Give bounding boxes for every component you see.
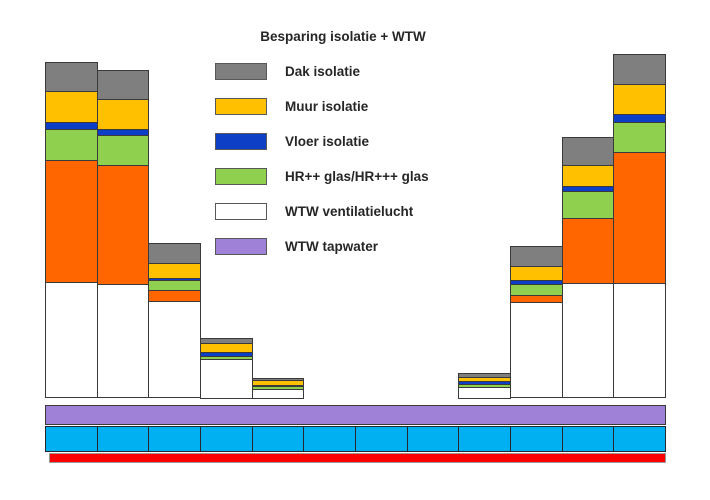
bar-column-2 [97, 70, 149, 404]
bar-segment-hr-glas [45, 129, 98, 162]
bar-column-9 [458, 373, 511, 404]
bar-segment-dak-isolatie [562, 137, 614, 166]
bar-segment-hr-glas [562, 191, 614, 220]
legend-item-wtw-tapwater: WTW tapwater [215, 237, 429, 255]
legend-swatch-hr-glas [215, 167, 267, 185]
band-red [49, 453, 666, 463]
band-cyan-segment [407, 426, 459, 452]
bar-segment-muur-isolatie [613, 83, 666, 115]
band-cyan-segment [252, 426, 304, 452]
band-cyan-segment [355, 426, 408, 452]
bar-segment-wtw-ventilatielucht [613, 283, 666, 399]
band-cyan-segment [45, 426, 98, 452]
bar-segment-muur-isolatie [45, 90, 98, 123]
bar-column-5 [252, 378, 304, 404]
legend-item-dak-isolatie: Dak isolatie [215, 62, 429, 80]
band-cyan-segment [97, 426, 149, 452]
legend-label: WTW tapwater [285, 238, 378, 254]
bar-segment-muur-isolatie [97, 98, 149, 130]
bar-column-4 [200, 338, 253, 404]
band-cyan-segment [562, 426, 614, 452]
bar-segment-muur-isolatie [562, 164, 614, 187]
bar-segment-muur-isolatie [148, 262, 201, 279]
bar-segment-dak-isolatie [45, 62, 98, 92]
bar-segment-orange-segment [45, 160, 98, 284]
band-wtw-tapwater [45, 405, 666, 425]
bar-segment-dak-isolatie [148, 243, 201, 264]
bar-segment-wtw-ventilatielucht [510, 302, 563, 399]
legend-swatch-muur-isolatie [215, 97, 267, 115]
legend-item-muur-isolatie: Muur isolatie [215, 97, 429, 115]
bar-segment-wtw-ventilatielucht [562, 283, 614, 399]
bar-segment-dak-isolatie [510, 246, 563, 267]
band-cyan-segment [510, 426, 563, 452]
bar-segment-wtw-ventilatielucht [148, 301, 201, 399]
legend-swatch-wtw-tapwater [215, 237, 267, 255]
legend-swatch-vloer-isolatie [215, 132, 267, 150]
band-cyan-segment [200, 426, 253, 452]
legend-swatch-dak-isolatie [215, 62, 267, 80]
band-cyan-segment [613, 426, 666, 452]
chart-title: Besparing isolatie + WTW [260, 29, 426, 44]
band-cyan-segment [148, 426, 201, 452]
legend-item-hr-glas: HR++ glas/HR+++ glas [215, 167, 429, 185]
bar-column-12 [613, 54, 666, 404]
bar-segment-muur-isolatie [510, 265, 563, 281]
legend-label: WTW ventilatielucht [285, 203, 414, 219]
bar-segment-wtw-ventilatielucht [45, 282, 98, 399]
bar-segment-wtw-ventilatielucht [458, 387, 511, 400]
bar-column-10 [510, 246, 563, 404]
legend-item-vloer-isolatie: Vloer isolatie [215, 132, 429, 150]
legend-label: Muur isolatie [285, 98, 369, 114]
legend-label: Vloer isolatie [285, 133, 370, 149]
legend-swatch-wtw-ventilatielucht [215, 202, 267, 220]
bar-segment-orange-segment [97, 165, 149, 286]
bar-segment-orange-segment [613, 152, 666, 285]
bar-segment-dak-isolatie [97, 70, 149, 100]
bar-segment-hr-glas [97, 135, 149, 167]
bar-segment-hr-glas [613, 122, 666, 154]
legend-item-wtw-ventilatielucht: WTW ventilatielucht [215, 202, 429, 220]
bar-column-3 [148, 243, 201, 404]
bar-column-1 [45, 62, 98, 404]
bar-segment-wtw-ventilatielucht [97, 284, 149, 399]
bar-segment-wtw-ventilatielucht [252, 389, 304, 400]
bar-segment-orange-segment [562, 218, 614, 285]
bar-segment-dak-isolatie [613, 54, 666, 85]
band-cyan-segment [458, 426, 511, 452]
bar-column-11 [562, 137, 614, 404]
band-cyan-segment [303, 426, 356, 452]
legend-label: Dak isolatie [285, 63, 361, 79]
legend: Dak isolatie Muur isolatie Vloer isolati… [215, 62, 429, 272]
bar-segment-wtw-ventilatielucht [200, 359, 253, 400]
legend-label: HR++ glas/HR+++ glas [285, 168, 429, 184]
